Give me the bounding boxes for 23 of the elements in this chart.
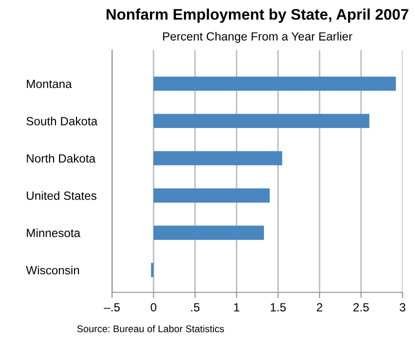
x-tick-label: 3 — [400, 303, 406, 312]
y-tick-label: Wisconsin — [26, 266, 79, 274]
y-tick-label: Minnesota — [26, 228, 80, 238]
x-tick-label: 1.5 — [270, 303, 286, 312]
bar — [154, 114, 370, 128]
x-tick-label: 1 — [234, 303, 240, 312]
y-tick-label: South Dakota — [26, 116, 98, 126]
source-note: Source: Bureau of Labor Statistics — [77, 325, 224, 332]
bar — [151, 262, 154, 278]
chart-subtitle: Percent Change From a Year Earlier — [163, 32, 352, 43]
x-tick-label: .5 — [191, 303, 200, 312]
y-tick-label: Montana — [26, 80, 72, 88]
x-tick-label: 0 — [150, 303, 156, 312]
y-tick-label: North Dakota — [26, 154, 96, 163]
bar — [154, 226, 264, 240]
x-tick-label: 2 — [316, 303, 322, 312]
bar — [154, 188, 270, 203]
x-tick-label: –.5 — [104, 303, 120, 312]
x-tick-label: 2.5 — [353, 303, 369, 312]
y-tick-label: United States — [26, 191, 96, 200]
chart-title: Nonfarm Employment by State, April 2007 — [106, 8, 408, 23]
bar — [154, 151, 282, 166]
bar — [154, 76, 396, 91]
